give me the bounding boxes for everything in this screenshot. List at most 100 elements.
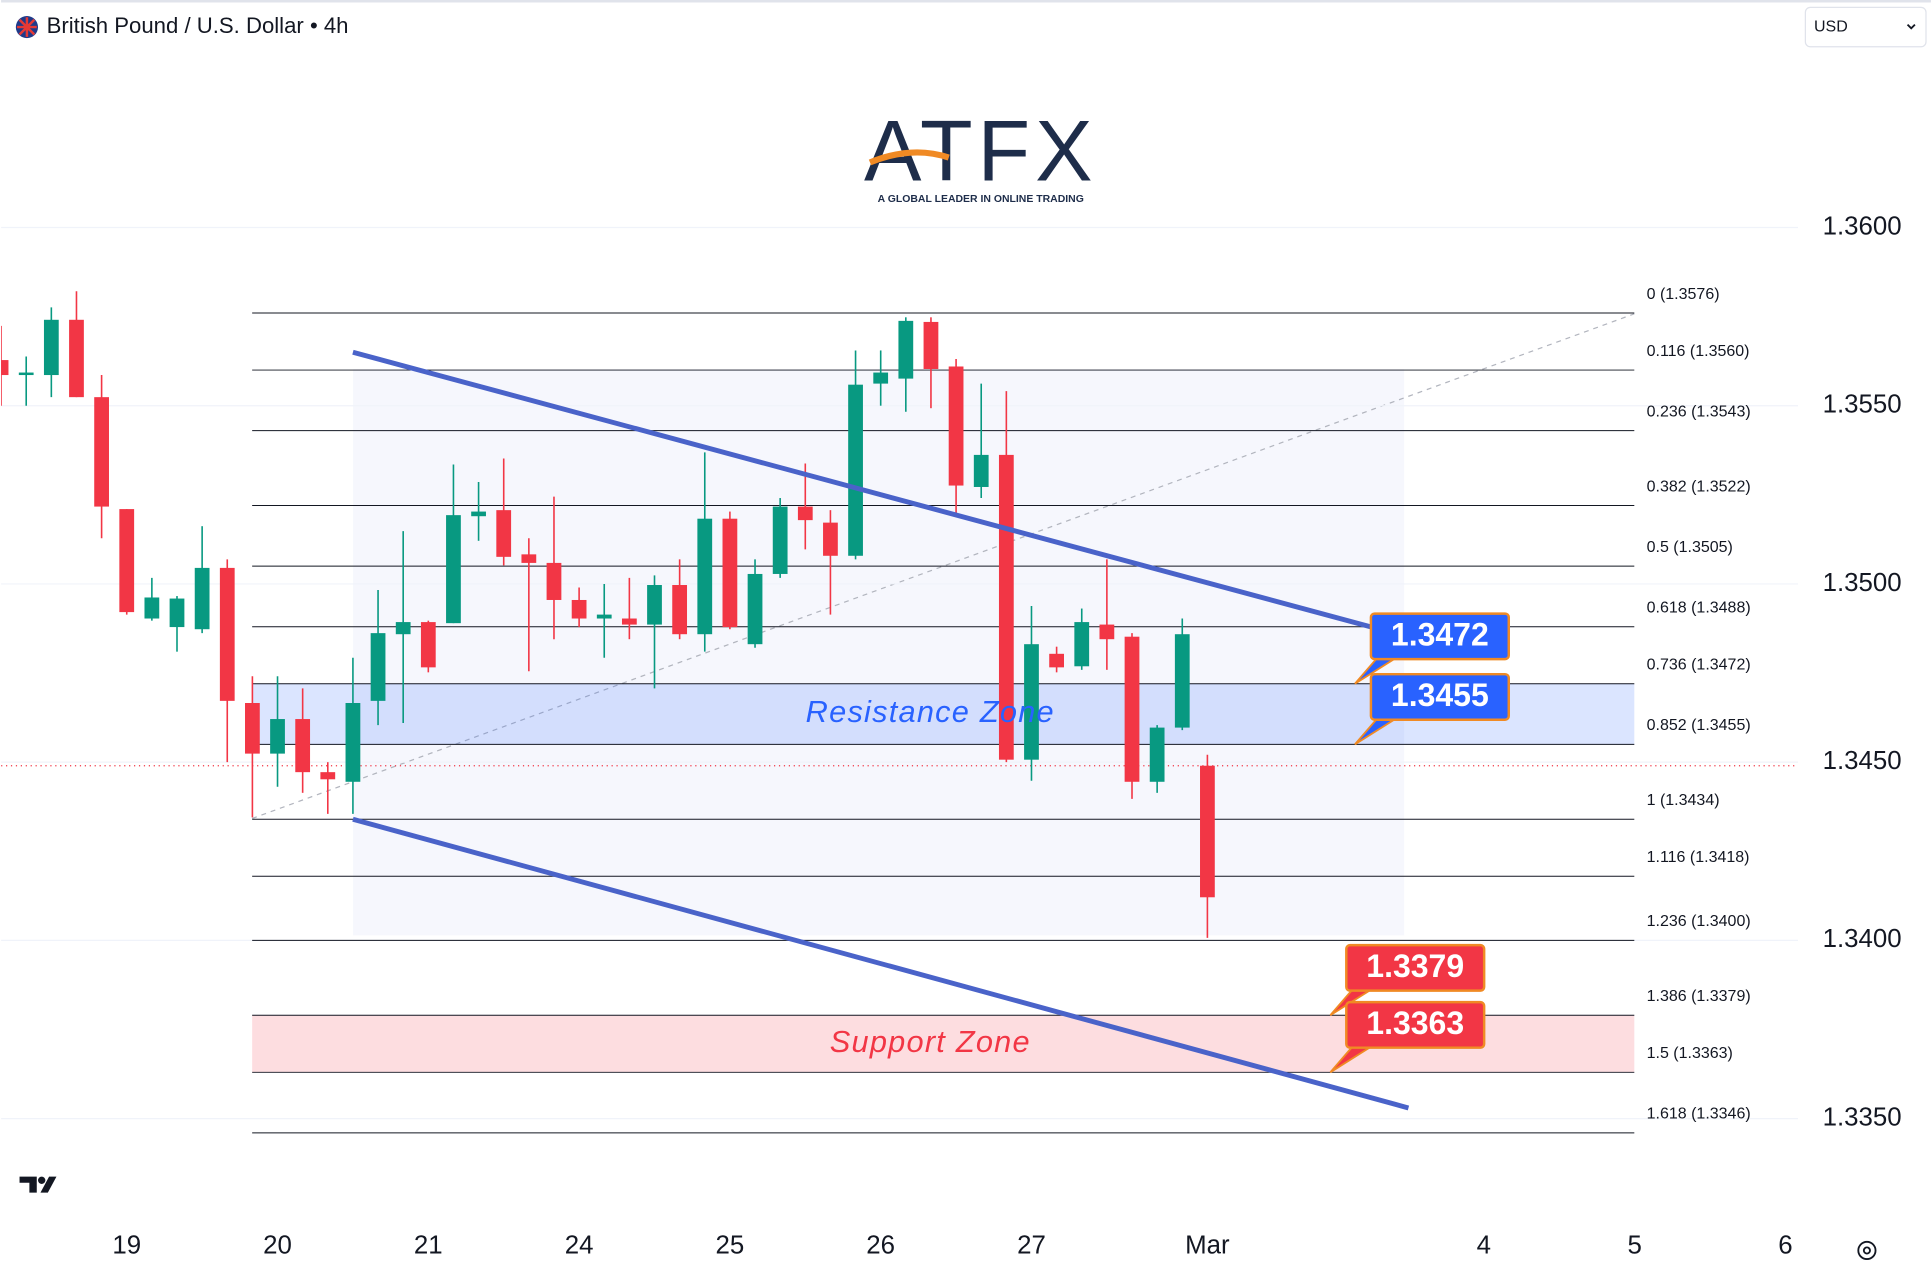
candle-body [169, 598, 185, 628]
candle-body [43, 319, 59, 376]
y-tick-label: 1.3550 [1823, 391, 1902, 419]
x-tick-label: 4 [1477, 1232, 1491, 1260]
logo-tagline: A GLOBAL LEADER IN ONLINE TRADING [878, 194, 1084, 205]
tag-box [1345, 1000, 1486, 1049]
candle-body [647, 585, 662, 625]
fib-label: 1.618 (1.3346) [1647, 1106, 1751, 1123]
currency-box[interactable] [1804, 6, 1927, 48]
logo: ATFX A GLOBAL LEADER IN ONLINE TRADING [864, 103, 1093, 205]
channel-line [352, 816, 1410, 1111]
candle-body [1049, 653, 1064, 668]
tv-mark [19, 1176, 57, 1193]
gear-hub [1862, 1246, 1871, 1255]
candle-body [320, 772, 336, 780]
candle-body [1, 360, 9, 376]
candle-body [270, 719, 285, 754]
y-tick-label: 1.3500 [1823, 569, 1902, 597]
candle-body [873, 372, 889, 384]
fib-label: 0.236 (1.3543) [1647, 403, 1751, 420]
candle-body [797, 506, 813, 521]
candle-body [823, 522, 838, 556]
tag-box [1369, 612, 1511, 661]
y-tick-label: 1.3400 [1823, 925, 1902, 953]
tag-box [1345, 943, 1486, 992]
candle-body [94, 397, 109, 507]
candle-body [1149, 727, 1165, 782]
candle-body [521, 554, 537, 563]
fib-label: 0.382 (1.3522) [1647, 478, 1751, 495]
currency-select[interactable]: USD [1804, 6, 1927, 48]
price-tag: 1.3472 [1354, 612, 1511, 685]
candle-body [144, 597, 160, 619]
candle-body [1099, 624, 1115, 640]
tag-label: 1.3455 [1391, 677, 1489, 713]
zone-label: Support Zone [830, 1024, 1031, 1059]
fib-label: 1.116 (1.3418) [1647, 849, 1750, 866]
x-tick-label: 26 [866, 1232, 895, 1260]
x-tick-label: 20 [263, 1232, 292, 1260]
candle-body [370, 633, 386, 701]
flag-cross [17, 17, 37, 37]
zone-label: Resistance Zone [806, 694, 1055, 729]
x-tick-label: 19 [112, 1232, 141, 1260]
candle-body [621, 618, 637, 625]
price-tag: 1.3455 [1354, 672, 1511, 746]
candle-body [772, 506, 788, 574]
candle-body [571, 599, 587, 619]
candle-body [69, 319, 84, 398]
candle-body [345, 703, 361, 782]
candle-body [1174, 634, 1190, 728]
gear[interactable] [1857, 1240, 1877, 1260]
candle-body [446, 515, 461, 624]
x-tick-label: Mar [1185, 1232, 1230, 1260]
tag-label: 1.3379 [1366, 948, 1464, 984]
candle-body [747, 573, 763, 645]
x-tick-label: 5 [1627, 1232, 1641, 1260]
channel-line [352, 349, 1384, 633]
candle-body [596, 614, 612, 619]
candle-body [219, 567, 235, 701]
y-tick-label: 1.3600 [1823, 212, 1902, 240]
candle-body [672, 585, 688, 635]
candle-body [923, 321, 939, 369]
candle-body [1124, 636, 1140, 782]
tag-label: 1.3363 [1366, 1005, 1464, 1041]
fib-label: 1 (1.3434) [1647, 792, 1720, 809]
candle-body [546, 562, 562, 600]
fib-label: 0.116 (1.3560) [1647, 343, 1750, 360]
candle-body [420, 622, 436, 668]
candle-body [948, 366, 964, 486]
candle-body [471, 511, 486, 517]
fib-label: 1.386 (1.3379) [1647, 988, 1751, 1005]
candle-body [722, 518, 738, 628]
tag-box [1369, 672, 1511, 721]
candle-body [1200, 765, 1215, 898]
candle-body [496, 510, 512, 557]
candle-body [697, 518, 713, 635]
x-tick-label: 6 [1778, 1232, 1792, 1260]
candle-body [395, 622, 411, 635]
candle-body [1074, 622, 1090, 667]
symbol-header: British Pound / U.S. Dollar • 4h [1, 4, 402, 50]
price-tag: 1.3363 [1329, 1000, 1486, 1074]
settings-icon[interactable] [1857, 1240, 1877, 1260]
symbol-title: British Pound / U.S. Dollar • 4h [47, 13, 349, 38]
x-tick-label: 21 [414, 1232, 443, 1260]
x-tick-label: 25 [716, 1232, 745, 1260]
plot-area [1, 226, 1799, 1134]
currency-label[interactable]: USD [1814, 18, 1848, 35]
x-tick-label: 24 [565, 1232, 594, 1260]
candle-body [194, 567, 210, 630]
y-tick-label: 1.3450 [1823, 747, 1902, 775]
candle-body [119, 509, 135, 613]
fib-label: 0.618 (1.3488) [1647, 599, 1751, 616]
candle-body [898, 320, 914, 379]
logo-swoosh [868, 149, 950, 166]
tradingview-logo [19, 1176, 57, 1193]
fib-label: 0.5 (1.3505) [1647, 539, 1733, 556]
price-tag: 1.3379 [1329, 943, 1486, 1017]
tag-label: 1.3472 [1391, 616, 1489, 652]
y-tick-label: 1.3350 [1823, 1103, 1902, 1131]
x-tick-label: 27 [1017, 1232, 1046, 1260]
